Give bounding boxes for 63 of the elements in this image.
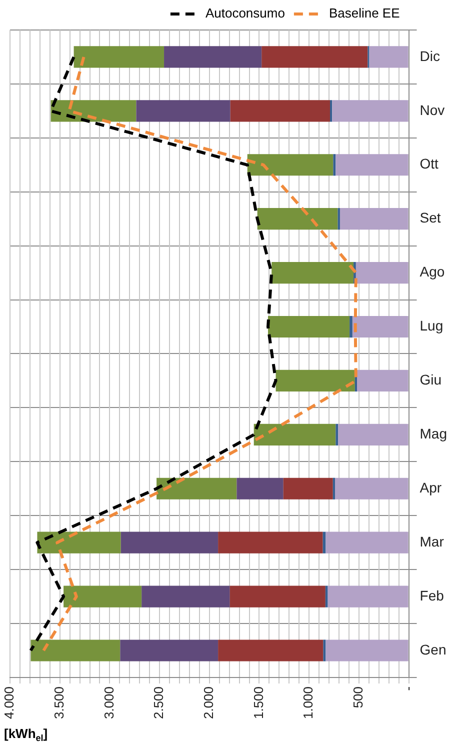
- bar: [325, 586, 328, 608]
- bar: [236, 478, 284, 500]
- x-tick-label: 3.000: [101, 686, 116, 720]
- y-tick-label: Nov: [420, 102, 445, 118]
- bar: [218, 640, 324, 662]
- y-tick-label: Feb: [420, 587, 444, 604]
- bar: [230, 100, 330, 122]
- bar: [336, 424, 338, 446]
- bar: [218, 532, 323, 554]
- bar: [254, 424, 336, 446]
- bar: [142, 586, 230, 608]
- bar: [340, 208, 408, 230]
- bar: [164, 46, 262, 68]
- bar: [262, 46, 368, 68]
- bar: [350, 316, 352, 338]
- legend-label: Autoconsumo: [205, 6, 285, 21]
- x-tick-label: 1.000: [300, 686, 316, 720]
- y-tick-label: Gen: [420, 641, 446, 658]
- bar: [356, 262, 408, 284]
- bar: [156, 478, 237, 500]
- bar: [333, 154, 336, 176]
- bar: [230, 586, 326, 608]
- bar: [247, 154, 334, 176]
- bar: [37, 532, 121, 554]
- bar: [352, 316, 408, 338]
- y-tick-label: Ott: [420, 156, 439, 172]
- x-tick-label: 500: [350, 686, 366, 708]
- y-tick-label: Apr: [420, 479, 442, 496]
- y-tick-label: Lug: [420, 318, 444, 334]
- bar: [334, 478, 408, 500]
- bar: [369, 46, 408, 68]
- bar: [136, 100, 230, 122]
- bar: [328, 586, 408, 608]
- y-tick-label: Mag: [420, 426, 447, 442]
- x-tick-label: 2.000: [200, 686, 216, 720]
- x-tick-label: 1.500: [250, 686, 266, 720]
- bar: [336, 154, 408, 176]
- y-tick-label: Mar: [420, 533, 444, 550]
- bar: [276, 370, 355, 392]
- bar: [74, 46, 164, 68]
- bar: [332, 100, 408, 122]
- x-tick-label: 3.500: [51, 686, 66, 720]
- y-tick-label: Set: [420, 210, 441, 226]
- bar: [64, 586, 142, 608]
- legend-label: Baseline EE: [328, 6, 400, 21]
- bar: [326, 532, 408, 554]
- x-tick-label: 4.000: [2, 686, 17, 720]
- bar: [283, 478, 333, 500]
- bar: [120, 532, 218, 554]
- bar: [272, 262, 354, 284]
- x-tick-label: 2.500: [151, 686, 166, 720]
- x-tick-label: -: [400, 686, 416, 691]
- bar: [357, 370, 408, 392]
- bar: [257, 208, 338, 230]
- bar: [323, 640, 326, 662]
- bar: [338, 424, 408, 446]
- y-tick-label: Ago: [420, 264, 445, 280]
- bar: [326, 640, 408, 662]
- bar: [30, 640, 120, 662]
- bar: [120, 640, 218, 662]
- y-tick-label: Giu: [420, 372, 442, 388]
- y-tick-label: Dic: [420, 48, 440, 64]
- bar: [268, 316, 350, 338]
